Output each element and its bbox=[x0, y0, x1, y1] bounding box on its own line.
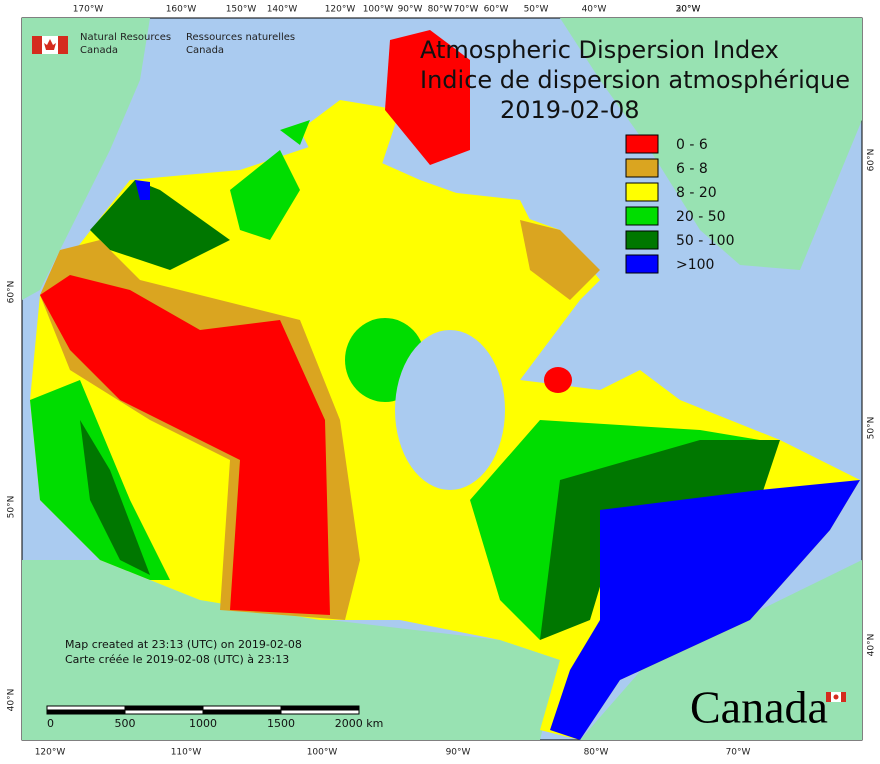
top-lon-label: 150°W bbox=[226, 5, 257, 15]
top-lon-label: 60°W bbox=[484, 5, 509, 15]
legend-label: >100 bbox=[676, 257, 714, 273]
top-lon-label: 70°W bbox=[454, 5, 479, 15]
land-background bbox=[22, 18, 862, 740]
legend-label: 8 - 20 bbox=[676, 185, 717, 201]
department-fr: Canada bbox=[186, 45, 224, 56]
bottom-lon-label: 80°W bbox=[584, 748, 609, 758]
top-lon-label: 80°W bbox=[428, 5, 453, 15]
legend-swatch bbox=[625, 158, 659, 178]
scale-bar bbox=[46, 705, 360, 715]
scale-label: 1000 bbox=[189, 717, 217, 730]
left-lat-label: 60°N bbox=[7, 281, 17, 304]
left-lat-label: 40°N bbox=[7, 689, 17, 712]
legend-swatch bbox=[625, 254, 659, 274]
top-lon-label: 120°W bbox=[325, 5, 356, 15]
bottom-lon-label: 120°W bbox=[35, 748, 66, 758]
bottom-lon-label: 90°W bbox=[446, 748, 471, 758]
legend-label: 6 - 8 bbox=[676, 161, 708, 177]
scale-label: 1500 bbox=[267, 717, 295, 730]
legend-swatch bbox=[625, 206, 659, 226]
title: Atmospheric Dispersion Index bbox=[420, 36, 779, 64]
created-en: Map created at 23:13 (UTC) on 2019-02-08 bbox=[65, 638, 302, 651]
scale-labels: 0 500 1000 1500 2000 km bbox=[47, 717, 383, 730]
scale-label: 500 bbox=[115, 717, 136, 730]
top-lon-label: 50°W bbox=[524, 5, 549, 15]
wordmark: Canada bbox=[690, 682, 828, 733]
wordmark-flag bbox=[826, 692, 846, 702]
top-lon-label: 160°W bbox=[166, 5, 197, 15]
bottom-lon-label: 70°W bbox=[726, 748, 751, 758]
top-lon-label: 170°W bbox=[73, 5, 104, 15]
dispersion-regions bbox=[30, 30, 860, 740]
right-lat-label: 40°N bbox=[867, 634, 877, 657]
right-lat-label: 50°N bbox=[867, 417, 877, 440]
graticule-labels: 170°W 160°W 150°W 140°W 120°W 100°W 90°W 80°W 70… bbox=[7, 5, 877, 758]
title: Indice de dispersion atmosphérique bbox=[420, 66, 850, 94]
right-lat-label: 60°N bbox=[867, 149, 877, 172]
top-lon-label: 40°W bbox=[582, 5, 607, 15]
department-fr: Ressources naturelles bbox=[186, 32, 295, 43]
legend-label: 50 - 100 bbox=[676, 233, 735, 249]
bottom-lon-label: 110°W bbox=[171, 748, 202, 758]
top-lon-label: 20°W bbox=[676, 5, 701, 15]
legend-label: 20 - 50 bbox=[676, 209, 726, 225]
legend-swatch bbox=[625, 182, 659, 202]
date: 2019-02-08 bbox=[500, 96, 639, 124]
legend: 0 - 6 6 - 8 8 - 20 20 - 50 50 - 100 >100 bbox=[625, 134, 735, 274]
logo bbox=[32, 36, 68, 54]
hudson-bay bbox=[395, 330, 505, 490]
legend-label: 0 - 6 bbox=[676, 137, 708, 153]
top-lon-label: 100°W bbox=[363, 5, 394, 15]
department-en: Canada bbox=[80, 45, 118, 56]
top-lon-label: 90°W bbox=[398, 5, 423, 15]
legend-swatch bbox=[625, 230, 659, 250]
department-en: Natural Resources bbox=[80, 32, 171, 43]
created-fr: Carte créée le 2019-02-08 (UTC) à 23:13 bbox=[65, 653, 289, 666]
bottom-lon-label: 100°W bbox=[307, 748, 338, 758]
top-lon-label: 30°W bbox=[676, 5, 701, 15]
left-lat-label: 50°N bbox=[7, 496, 17, 519]
scale-label: 0 bbox=[47, 717, 54, 730]
top-lon-label: 140°W bbox=[267, 5, 298, 15]
legend-swatch bbox=[625, 134, 659, 154]
scale-label: 2000 km bbox=[335, 717, 384, 730]
